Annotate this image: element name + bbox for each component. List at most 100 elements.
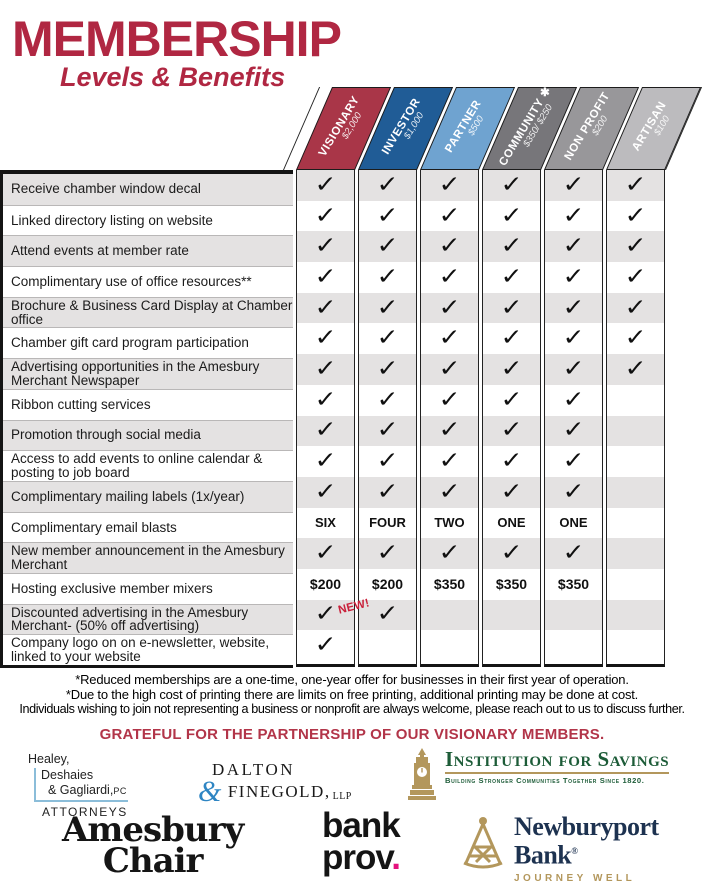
benefit-value: FOUR [369,515,406,531]
checkmark-icon: ✓ [438,263,461,290]
benefit-cell: ✓ [359,170,416,201]
logo-institution-for-savings: Institution for Savings Building Stronge… [405,747,670,807]
benefit-cell [545,599,602,631]
healey-line3: & Gagliardi,PC [34,783,128,802]
benefit-cell: ✓ [359,538,416,569]
benefit-cell [607,446,664,477]
checkmark-icon: ✓ [314,448,337,475]
benefit-cell: ✓ [359,200,416,232]
checkmark-icon: ✓ [562,202,585,229]
checkmark-icon: ✓ [624,325,647,352]
checkmark-icon: ✓ [624,202,647,229]
checkmark-icon: ✓ [500,386,523,413]
benefit-cell: ✓ [421,446,478,477]
checkmark-icon: ✓ [500,355,523,382]
checkmark-icon: ✓ [376,202,399,229]
benefit-row-label: Promotion through social media [3,419,293,451]
benefit-cell: ✓ [359,476,416,508]
tier-headers: VISIONARY $2,000 INVESTOR $1,000 PARTNER $500… [0,84,704,170]
benefit-cell: ✓ [297,415,354,447]
benefit-cell: ✓ [545,446,602,477]
benefit-row-label: Attend events at member rate [3,235,293,267]
benefit-row-label: New member announcement in the Amesbury … [3,542,293,573]
tier-column-visionary: ✓ ✓ ✓ ✓ ✓ ✓ ✓ ✓ ✓ ✓ ✓ SIX ✓ $200 ✓ NEW! ✓ [296,170,371,667]
benefit-cell: ✓ [607,323,664,355]
checkmark-icon: ✓ [314,325,337,352]
benefit-cell: ✓ [483,262,540,293]
checkmark-icon: ✓ [562,233,585,260]
checkmark-icon: ✓ [562,325,585,352]
footnote-reduced: *Reduced memberships are a one-time, one… [75,672,629,687]
benefit-cell: ✓ [607,231,664,263]
checkmark-icon: ✓ [314,386,337,413]
checkmark-icon: ✓ [314,540,337,567]
checkmark-icon: ✓ [500,417,523,444]
tier-column-artisan: ✓ ✓ ✓ ✓ ✓ ✓ ✓ [606,170,665,667]
benefit-cell [607,599,664,631]
checkmark-icon: ✓ [500,540,523,567]
benefit-cell: ✓ [359,231,416,263]
checkmark-icon: ✓ [314,171,337,198]
dalton-line2: & FINEGOLD, LLP [198,775,352,808]
checkmark-icon: ✓ [438,540,461,567]
benefit-value: $200 [371,576,404,593]
benefit-cell: ONE [483,507,540,539]
benefit-row-label: Chamber gift card program participation [3,327,293,359]
benefit-cell: ✓ [297,200,354,232]
checkmark-icon: ✓ [314,632,337,659]
checkmark-icon: ✓ [314,263,337,290]
benefit-cell: $350 [545,568,602,600]
benefit-cell: ✓ [545,200,602,232]
benefit-cell: ✓ [483,476,540,508]
checkmark-icon: ✓ [624,233,647,260]
benefit-cell [607,415,664,447]
checkmark-icon: ✓ [562,540,585,567]
benefit-cell: ✓ [421,476,478,508]
benefit-cell: $200 [359,568,416,600]
healey-line1: Healey, [28,752,70,766]
benefit-cell: ✓ [421,415,478,447]
checkmark-icon: ✓ [624,294,647,321]
benefit-row-label: Ribbon cutting services [3,388,293,420]
amesbury-line1: Amesbury [62,810,244,850]
benefit-cell: ✓ [545,262,602,293]
benefit-row-label: Complimentary use of office resources** [3,266,293,297]
dalton-line1: DALTON [212,760,296,779]
checkmark-icon: ✓ [376,294,399,321]
benefit-cell: ✓ [483,384,540,416]
benefit-cell: ✓ [359,323,416,355]
benefit-cell: ✓ [545,170,602,201]
benefit-cell: ✓ [607,292,664,324]
ifs-rule [445,772,670,774]
benefit-cell: ✓ [359,599,416,631]
dalton-llp: LLP [332,791,352,802]
benefit-cell: ✓ [359,262,416,293]
checkmark-icon: ✓ [500,325,523,352]
benefit-cell: ✓ [607,200,664,232]
benefit-value: $350 [495,576,528,593]
benefit-cell: ✓ [297,292,354,324]
benefit-row-label: Hosting exclusive member mixers [3,572,293,604]
tier-column-community: ✓ ✓ ✓ ✓ ✓ ✓ ✓ ✓ ✓ ✓ ✓ ONE ✓ $350 [482,170,541,667]
benefit-cell: ✓ [359,354,416,385]
ifs-name: Institution for Savings [445,747,670,771]
benefit-cell: ✓ [297,630,354,661]
checkmark-icon: ✓ [314,601,337,628]
benefits-table: Receive chamber window decal Linked direc… [0,170,704,668]
benefit-cell [545,630,602,661]
benefit-cell [607,538,664,569]
benefit-cell: ✓ [297,323,354,355]
checkmark-icon: ✓ [376,355,399,382]
logo-healey-deshaies-gagliardi: Healey, Deshaies & Gagliardi,PC ATTORNEY… [28,752,128,820]
benefit-cell: ✓ [421,384,478,416]
tier-column-partner: ✓ ✓ ✓ ✓ ✓ ✓ ✓ ✓ ✓ ✓ ✓ TWO ✓ $350 [420,170,479,667]
benefit-cell [421,630,478,661]
ifs-tagline: Building Stronger Communities Together S… [445,776,645,785]
benefit-cell: ✓ [421,323,478,355]
benefit-cell: ✓ [483,446,540,477]
checkmark-icon: ✓ [438,355,461,382]
tier-column-investor: ✓ ✓ ✓ ✓ ✓ ✓ ✓ ✓ ✓ ✓ ✓ FOUR ✓ $200 ✓ [358,170,417,667]
checkmark-icon: ✓ [376,478,399,505]
checkmark-icon: ✓ [624,171,647,198]
checkmark-icon: ✓ [500,202,523,229]
